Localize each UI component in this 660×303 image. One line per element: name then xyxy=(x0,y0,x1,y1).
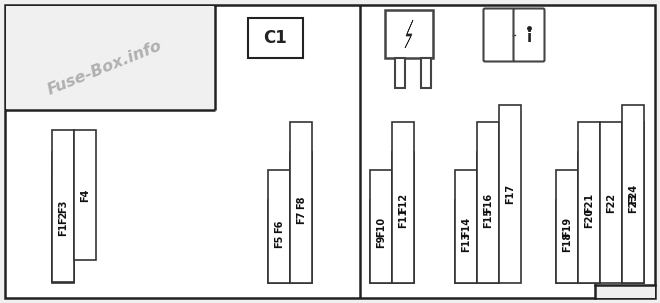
Bar xyxy=(499,105,521,283)
Text: F16: F16 xyxy=(483,192,493,213)
Bar xyxy=(395,58,405,88)
Text: i: i xyxy=(527,31,531,45)
Bar xyxy=(290,122,312,283)
Bar xyxy=(268,170,290,283)
Bar xyxy=(370,200,392,283)
FancyBboxPatch shape xyxy=(484,8,515,62)
Bar xyxy=(578,152,600,283)
Polygon shape xyxy=(405,20,413,48)
Bar xyxy=(248,18,303,58)
Text: F3: F3 xyxy=(58,199,68,213)
Bar xyxy=(600,122,622,283)
Bar xyxy=(455,170,477,283)
Bar xyxy=(52,152,74,282)
Text: F9: F9 xyxy=(376,235,386,248)
Bar xyxy=(578,122,600,283)
Text: F18: F18 xyxy=(562,231,572,251)
Text: F8: F8 xyxy=(296,196,306,209)
Text: F22: F22 xyxy=(606,192,616,213)
Bar xyxy=(556,200,578,283)
Bar xyxy=(477,152,499,283)
Text: F15: F15 xyxy=(483,208,493,228)
Text: F4: F4 xyxy=(80,188,90,202)
Bar xyxy=(595,285,655,298)
Bar xyxy=(455,200,477,283)
Bar xyxy=(370,170,392,283)
Text: F10: F10 xyxy=(376,216,386,237)
Text: Fuse-Box.info: Fuse-Box.info xyxy=(46,38,164,98)
Text: F12: F12 xyxy=(398,192,408,213)
Bar xyxy=(52,130,74,282)
Bar xyxy=(392,152,414,283)
Bar xyxy=(477,122,499,283)
Text: F13: F13 xyxy=(461,231,471,251)
Text: F23: F23 xyxy=(628,192,638,213)
Text: F6: F6 xyxy=(274,220,284,233)
Bar xyxy=(392,122,414,283)
Text: F7: F7 xyxy=(296,211,306,224)
Text: F1: F1 xyxy=(58,222,68,236)
Text: F5: F5 xyxy=(274,235,284,248)
Bar xyxy=(268,200,290,283)
Bar xyxy=(622,105,644,283)
Bar xyxy=(556,170,578,283)
Text: F2: F2 xyxy=(58,210,68,224)
Bar xyxy=(6,6,214,109)
Text: F14: F14 xyxy=(461,216,471,237)
Text: F24: F24 xyxy=(628,184,638,204)
Text: F19: F19 xyxy=(562,216,572,237)
Bar xyxy=(421,58,431,88)
Text: F11: F11 xyxy=(398,208,408,228)
FancyBboxPatch shape xyxy=(513,8,544,62)
Bar xyxy=(52,175,74,283)
Bar xyxy=(385,10,433,58)
Text: F20: F20 xyxy=(584,208,594,228)
Bar xyxy=(622,122,644,283)
Bar xyxy=(290,152,312,283)
Text: F17: F17 xyxy=(505,184,515,204)
Bar xyxy=(74,130,96,260)
Text: C1: C1 xyxy=(263,29,287,47)
Text: F21: F21 xyxy=(584,192,594,213)
